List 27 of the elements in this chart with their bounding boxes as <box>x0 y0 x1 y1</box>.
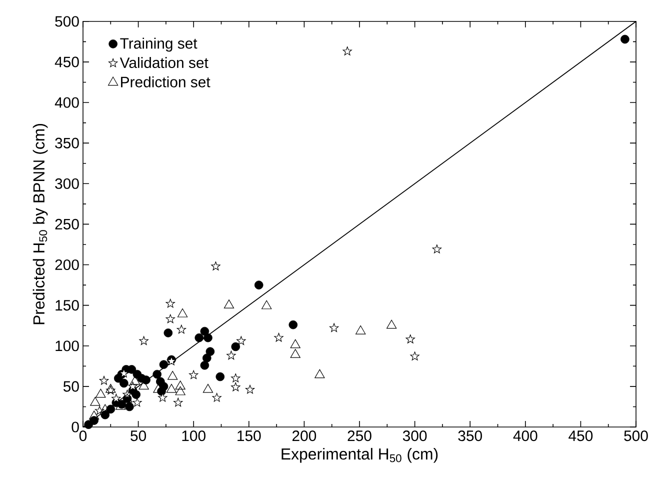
x-tick-label: 100 <box>182 430 206 442</box>
x-tick-label: 450 <box>568 430 593 442</box>
legend-label: Prediction set <box>121 76 210 88</box>
x-axis-title: Experimental H$_{50}$ (cm) <box>282 448 438 463</box>
y-tick-label: 500 <box>55 16 79 27</box>
y-tick-label: 50 <box>63 381 79 392</box>
y-tick-label: 450 <box>54 56 79 68</box>
y-tick-label: 300 <box>55 178 79 189</box>
legend-label: Validation set <box>120 57 208 68</box>
y-axis-title: Predicted H$_{50}$ by BPNN (cm) <box>32 124 48 324</box>
y-tick-label: 150 <box>56 300 79 311</box>
x-tick-label: 300 <box>402 430 427 442</box>
x-tick-label: 250 <box>348 430 372 442</box>
y-tick-label: 100 <box>56 340 79 352</box>
y-tick-label: 400 <box>54 97 79 108</box>
x-tick-label: 400 <box>513 430 538 442</box>
x-tick-label: 500 <box>624 430 648 442</box>
y-tick-label: 0 <box>72 422 79 432</box>
y-tick-label: 350 <box>55 138 79 148</box>
x-tick-label: 0 <box>79 430 87 442</box>
x-tick-label: 50 <box>130 430 146 442</box>
legend-label: Training set <box>120 38 198 52</box>
x-tick-label: 150 <box>238 430 261 442</box>
x-tick-label: 350 <box>458 430 482 442</box>
y-tick-label: 250 <box>55 218 79 230</box>
y-tick-label: 200 <box>55 259 79 270</box>
x-tick-label: 200 <box>292 430 316 442</box>
